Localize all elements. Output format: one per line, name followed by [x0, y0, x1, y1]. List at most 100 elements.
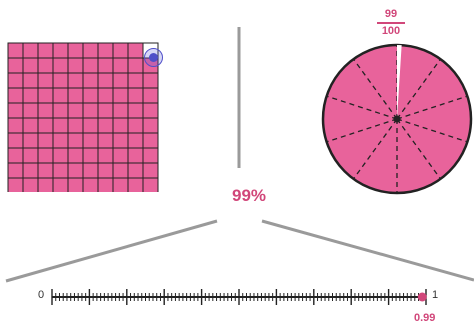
grid-cell[interactable] [112, 117, 129, 134]
grid-cell[interactable] [37, 57, 54, 74]
grid-cell[interactable] [52, 57, 69, 74]
grid-cell[interactable] [112, 147, 129, 164]
grid-cell[interactable] [142, 177, 159, 192]
grid-cell[interactable] [82, 87, 99, 104]
grid-cell[interactable] [82, 57, 99, 74]
drag-handle-icon[interactable] [144, 48, 163, 67]
grid-cell[interactable] [67, 162, 84, 179]
grid-cell[interactable] [127, 87, 144, 104]
grid-cell[interactable] [127, 177, 144, 192]
grid-cell[interactable] [82, 42, 99, 59]
grid-cell[interactable] [67, 147, 84, 164]
grid-cell[interactable] [127, 117, 144, 134]
grid-cell[interactable] [82, 162, 99, 179]
grid-cell[interactable] [142, 102, 159, 119]
hundred-grid[interactable] [7, 42, 169, 192]
grid-cell[interactable] [37, 72, 54, 89]
grid-cell[interactable] [22, 102, 39, 119]
grid-cell[interactable] [37, 162, 54, 179]
grid-cell[interactable] [97, 42, 114, 59]
grid-cell[interactable] [97, 147, 114, 164]
grid-cell[interactable] [37, 42, 54, 59]
number-line-marker[interactable] [417, 292, 427, 302]
grid-cell[interactable] [37, 147, 54, 164]
grid-cell[interactable] [22, 72, 39, 89]
pie-chart[interactable] [320, 42, 474, 201]
grid-cell[interactable] [52, 147, 69, 164]
grid-cell[interactable] [7, 102, 24, 119]
grid-cell[interactable] [82, 102, 99, 119]
grid-cell[interactable] [67, 102, 84, 119]
grid-cell[interactable] [82, 147, 99, 164]
grid-cell[interactable] [22, 132, 39, 149]
grid-cell[interactable] [7, 177, 24, 192]
grid-cell[interactable] [127, 42, 144, 59]
grid-cell[interactable] [97, 87, 114, 104]
grid-cell[interactable] [37, 132, 54, 149]
grid-cell[interactable] [52, 72, 69, 89]
grid-cell[interactable] [112, 42, 129, 59]
grid-cell[interactable] [22, 57, 39, 74]
grid-cell[interactable] [67, 42, 84, 59]
grid-cell[interactable] [112, 72, 129, 89]
grid-cell[interactable] [7, 42, 24, 59]
grid-cell[interactable] [112, 162, 129, 179]
grid-cell[interactable] [127, 102, 144, 119]
grid-cell[interactable] [82, 117, 99, 134]
grid-cell[interactable] [22, 147, 39, 164]
grid-cell[interactable] [67, 72, 84, 89]
grid-cell[interactable] [127, 57, 144, 74]
grid-cell[interactable] [7, 132, 24, 149]
grid-cell[interactable] [67, 132, 84, 149]
grid-cell[interactable] [142, 72, 159, 89]
grid-cell[interactable] [52, 177, 69, 192]
grid-cell[interactable] [52, 42, 69, 59]
grid-cell[interactable] [22, 87, 39, 104]
grid-cell[interactable] [97, 117, 114, 134]
grid-cell[interactable] [142, 132, 159, 149]
grid-cell[interactable] [97, 72, 114, 89]
grid-cell[interactable] [97, 177, 114, 192]
grid-cell[interactable] [22, 177, 39, 192]
grid-cell[interactable] [37, 117, 54, 134]
grid-cell[interactable] [7, 72, 24, 89]
grid-cell[interactable] [22, 117, 39, 134]
grid-cell[interactable] [67, 87, 84, 104]
grid-cell[interactable] [142, 147, 159, 164]
grid-cell[interactable] [52, 162, 69, 179]
grid-cell[interactable] [127, 147, 144, 164]
grid-cell[interactable] [97, 132, 114, 149]
grid-cell[interactable] [7, 147, 24, 164]
grid-cell[interactable] [82, 132, 99, 149]
grid-cell[interactable] [82, 177, 99, 192]
grid-cell[interactable] [52, 132, 69, 149]
grid-cell[interactable] [52, 87, 69, 104]
grid-cell[interactable] [67, 177, 84, 192]
grid-cell[interactable] [22, 162, 39, 179]
grid-cell[interactable] [22, 42, 39, 59]
grid-cell[interactable] [112, 102, 129, 119]
grid-cell[interactable] [37, 87, 54, 104]
grid-cell[interactable] [112, 87, 129, 104]
grid-cell[interactable] [7, 162, 24, 179]
grid-cell[interactable] [142, 87, 159, 104]
grid-cell[interactable] [97, 57, 114, 74]
grid-cell[interactable] [52, 102, 69, 119]
grid-cell[interactable] [37, 102, 54, 119]
grid-cell[interactable] [7, 57, 24, 74]
grid-cell[interactable] [82, 72, 99, 89]
grid-cell[interactable] [52, 117, 69, 134]
grid-cell[interactable] [142, 117, 159, 134]
grid-cell[interactable] [127, 132, 144, 149]
grid-cell[interactable] [67, 57, 84, 74]
grid-cell[interactable] [112, 177, 129, 192]
grid-cell[interactable] [97, 162, 114, 179]
grid-cell[interactable] [37, 177, 54, 192]
grid-cell[interactable] [127, 72, 144, 89]
grid-cell[interactable] [142, 162, 159, 179]
grid-cell[interactable] [112, 132, 129, 149]
grid-cell[interactable] [67, 117, 84, 134]
grid-cell[interactable] [97, 102, 114, 119]
number-line[interactable] [0, 270, 474, 327]
grid-cell[interactable] [112, 57, 129, 74]
